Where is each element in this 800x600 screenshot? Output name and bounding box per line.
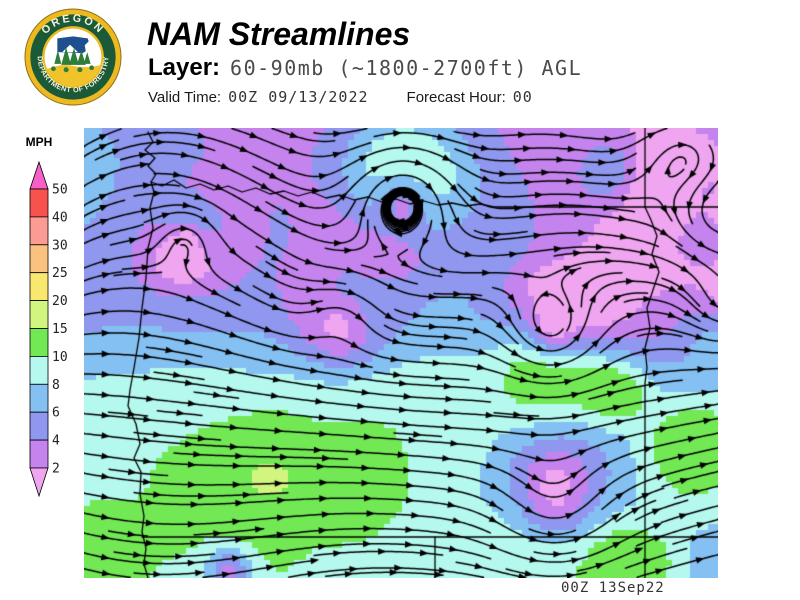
colorbar-segment	[29, 328, 49, 357]
colorbar-tick-label: 30	[52, 238, 68, 253]
odf-logo: OREGON DEPARTMENT OF FORESTRY	[24, 8, 122, 106]
forecast-hour-label: Forecast Hour:	[406, 89, 506, 106]
colorbar-segment	[29, 188, 49, 218]
tree-icons	[51, 47, 94, 73]
colorbar-tick-label: 15	[52, 322, 68, 337]
colorbar-tick-label: 20	[52, 294, 68, 309]
colorbar: 50 40 30 25 20 15 10 8 6 4 2	[29, 160, 68, 498]
valid-time-label: Valid Time:	[148, 89, 222, 106]
colorbar-arrow-bottom	[29, 467, 49, 498]
page-title: NAM Streamlines	[147, 16, 411, 52]
seal-emblem	[44, 36, 102, 86]
colorbar-arrow-top	[29, 160, 49, 190]
colorbar-segment	[29, 244, 49, 274]
colorbar-segment	[29, 355, 49, 385]
layer-label: Layer:	[148, 54, 221, 81]
colorbar-unit-label: MPH	[25, 135, 53, 149]
colorbar-tick-label: 6	[52, 406, 60, 421]
valid-time-line: Valid Time: 00Z 09/13/2022 Forecast Hour…	[148, 88, 533, 106]
layer-line: Layer: 60-90mb (~1800-2700ft) AGL	[148, 54, 582, 82]
odf-seal-icon: OREGON DEPARTMENT OF FORESTRY	[24, 8, 122, 106]
colorbar-segment	[29, 300, 49, 329]
colorbar-segment	[29, 216, 49, 246]
colorbar-segment	[29, 383, 49, 413]
colorbar-tick-label: 50	[52, 183, 68, 198]
colorbar-segment	[29, 439, 49, 469]
colorbar-tick-label: 2	[52, 462, 60, 477]
layer-value: 60-90mb (~1800-2700ft) AGL	[230, 56, 583, 80]
colorbar-tick-label: 25	[52, 266, 68, 281]
streamline-map-canvas	[84, 128, 718, 578]
valid-time-value: 00Z 09/13/2022	[228, 88, 369, 106]
colorbar-segment	[29, 411, 49, 441]
colorbar-segment	[29, 272, 49, 301]
map-timestamp: 00Z 13Sep22	[561, 580, 665, 596]
colorbar-tick-label: 8	[52, 378, 60, 393]
colorbar-tick-label: 40	[52, 210, 68, 225]
forecast-hour-value: 00	[512, 88, 533, 106]
colorbar-tick-label: 4	[52, 434, 60, 449]
colorbar-tick-label: 10	[52, 350, 68, 365]
